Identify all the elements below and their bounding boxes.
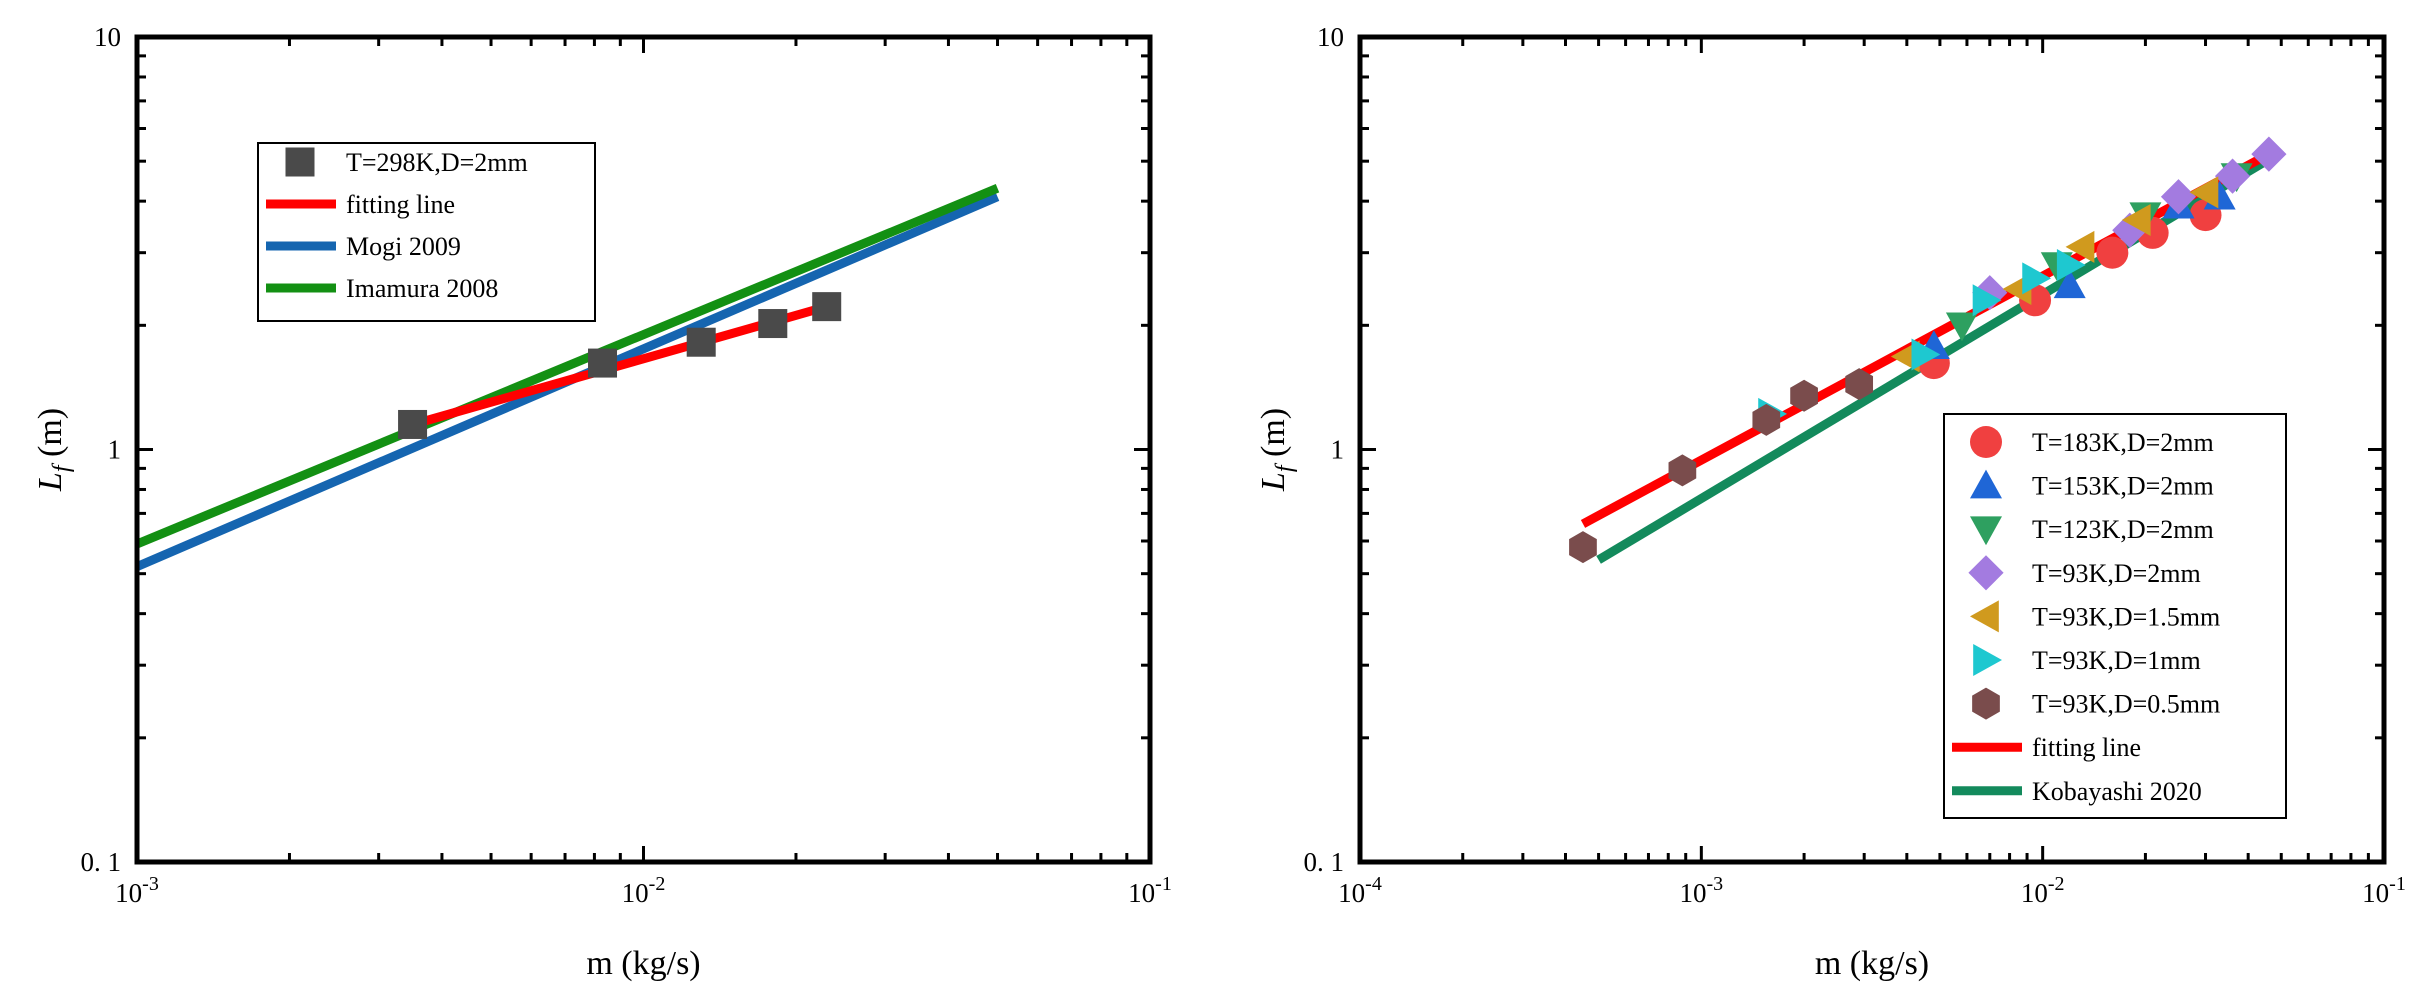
left-y-axis-title: Lf (m) (32, 408, 75, 492)
legend-label: fitting line (2032, 733, 2141, 762)
y-tick-label: 10 (94, 22, 121, 52)
legend-label: T=183K,D=2mm (2032, 428, 2214, 457)
legend-label: T=123K,D=2mm (2032, 515, 2214, 544)
data-point (588, 348, 618, 378)
series-T=298K,D=2mm (398, 292, 842, 439)
data-point (1911, 338, 1941, 371)
x-tick-label: 10-3 (1679, 873, 1723, 908)
right-x-axis-title: m (kg/s) (1815, 945, 1929, 982)
right-axes-frame (1357, 34, 2387, 865)
legend-marker-swatch (1970, 516, 2002, 546)
data-point (758, 309, 788, 339)
legend-entry: Kobayashi 2020 (1952, 777, 2202, 806)
left-x-tick-labels: 10-3 10-2 10-1 (115, 873, 1172, 908)
left-x-axis-title: m (kg/s) (586, 945, 700, 982)
series-line-fitting-line (1580, 150, 2272, 528)
legend-label: T=153K,D=2mm (2032, 472, 2214, 501)
legend-entry: T=93K,D=1.5mm (1970, 600, 2220, 633)
legend-label: Mogi 2009 (346, 232, 461, 261)
data-point (1845, 368, 1874, 401)
right-y-axis-title: Lf (m) (1255, 408, 1298, 492)
legend-entry: T=183K,D=2mm (1970, 426, 2214, 458)
series-line-fitting-line (411, 302, 828, 429)
data-point (1752, 403, 1781, 436)
right-plot-area (1569, 136, 2287, 564)
legend-entry: T=153K,D=2mm (1970, 469, 2214, 501)
legend-entry: T=298K,D=2mm (285, 147, 528, 177)
legend-label: Imamura 2008 (346, 274, 498, 303)
x-tick-label: 10-2 (2021, 873, 2065, 908)
legend-marker-swatch (1968, 555, 2004, 591)
data-point (2214, 158, 2251, 194)
legend-label: T=93K,D=2mm (2032, 559, 2201, 588)
left-legend: T=298K,D=2mm fitting line Mogi 2009 Imamura… (257, 142, 596, 322)
x-tick-label: 10-4 (1338, 873, 1382, 908)
y-tick-label: 1 (1331, 435, 1345, 465)
legend-marker-swatch (1970, 600, 1999, 633)
legend-entry: T=93K,D=0.5mm (1972, 687, 2220, 720)
legend-label: fitting line (346, 190, 455, 219)
data-point (2056, 249, 2086, 282)
legend-label: T=93K,D=0.5mm (2032, 690, 2220, 719)
series-T=93K,D=0.5mm (1569, 368, 1874, 564)
legend-label: Kobayashi 2020 (2032, 777, 2202, 806)
data-point (1569, 531, 1597, 564)
data-point (2096, 236, 2129, 269)
data-point (2251, 136, 2287, 172)
y-tick-label: 10 (1317, 22, 1344, 52)
data-point (398, 409, 428, 439)
data-point (2065, 230, 2095, 263)
data-point (2189, 176, 2219, 209)
legend-marker-swatch (1970, 426, 2002, 458)
legend-entry: T=93K,D=2mm (1968, 555, 2201, 591)
data-point (2160, 179, 2197, 215)
x-tick-label: 10-1 (2362, 873, 2406, 908)
x-tick-label: 10-3 (115, 873, 159, 908)
data-point (1668, 454, 1697, 487)
right-y-tick-labels: 0. 1 1 10 (1304, 22, 1345, 877)
y-tick-label: 1 (108, 435, 122, 465)
left-y-tick-labels: 0. 1 1 10 (81, 22, 122, 877)
y-tick-label: 0. 1 (81, 847, 122, 877)
legend-marker-swatch (1973, 644, 2002, 676)
data-point (2022, 262, 2052, 295)
data-point (1972, 284, 2002, 317)
data-point (2053, 269, 2086, 299)
data-point (1790, 379, 1818, 412)
legend-entry: T=123K,D=2mm (1970, 515, 2214, 546)
legend-label: T=298K,D=2mm (346, 148, 528, 177)
legend-entry: T=93K,D=1mm (1973, 644, 2201, 676)
series-line-imamura-2008 (135, 184, 1000, 549)
legend-marker-swatch (1970, 469, 2002, 499)
data-point (1972, 275, 2008, 311)
right-chart: 10-4 10-3 10-2 10-1 0. 1 1 10 m (kg/s) Lf (m) T=1… (1255, 22, 2406, 982)
legend-entry: fitting line (1952, 733, 2141, 762)
right-x-tick-labels: 10-4 10-3 10-2 10-1 (1338, 873, 2406, 908)
legend-label: T=93K,D=1.5mm (2032, 602, 2220, 631)
left-chart: 10-3 10-2 10-1 0. 1 1 10 m (kg/s) Lf (m) T=298K,… (32, 22, 1172, 982)
data-point (2121, 204, 2151, 237)
legend-label: T=93K,D=1mm (2032, 646, 2201, 675)
data-point (1945, 312, 1978, 342)
legend-entry: Imamura 2008 (266, 274, 498, 303)
legend-entry: fitting line (266, 190, 455, 219)
left-plot-area (135, 184, 1000, 571)
right-legend: T=183K,D=2mm T=153K,D=2mm T=123K,D=2mm T=93… (1943, 413, 2287, 819)
data-point (812, 292, 842, 322)
data-point (686, 327, 716, 357)
legend-marker-swatch (1972, 687, 2000, 720)
y-tick-label: 0. 1 (1304, 847, 1345, 877)
legend-entry: Mogi 2009 (266, 232, 461, 261)
x-tick-label: 10-2 (622, 873, 666, 908)
left-axes-frame (134, 34, 1153, 865)
x-tick-label: 10-1 (1128, 873, 1172, 908)
legend-marker-swatch (285, 147, 315, 177)
